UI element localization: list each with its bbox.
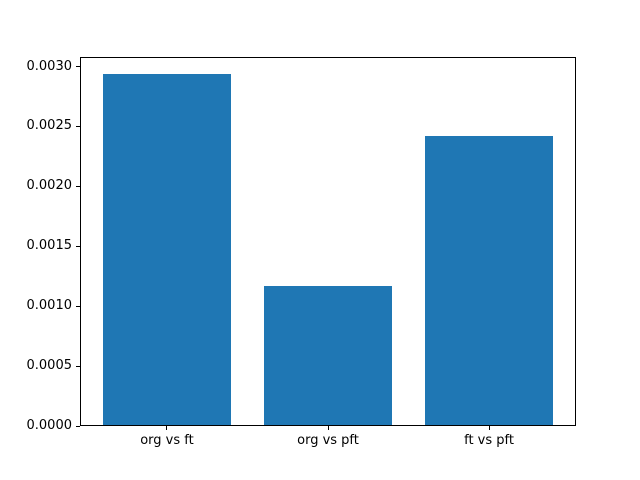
y-tick-label: 0.0015	[26, 238, 73, 254]
y-tick-label: 0.0005	[26, 358, 73, 374]
x-tick-label: org vs pft	[297, 433, 359, 448]
bar-org-vs-pft	[263, 286, 393, 425]
y-tick-mark	[76, 185, 80, 187]
x-tick-label: ft vs pft	[464, 433, 514, 448]
x-tick-mark	[327, 426, 329, 430]
y-tick-label: 0.0010	[26, 298, 73, 314]
bar-ft-vs-pft	[424, 136, 554, 425]
x-tick-mark	[488, 426, 490, 430]
plot-area	[80, 57, 576, 426]
y-tick-label: 0.0020	[26, 178, 73, 194]
x-tick-mark	[166, 426, 168, 430]
y-tick-label: 0.0000	[26, 418, 73, 433]
y-tick-mark	[76, 365, 80, 367]
y-tick-mark	[76, 66, 80, 68]
y-tick-mark	[76, 125, 80, 127]
bar-org-vs-ft	[102, 73, 232, 425]
y-tick-label: 0.0025	[26, 118, 73, 134]
y-tick-label: 0.0030	[26, 58, 73, 74]
y-tick-mark	[76, 425, 80, 427]
y-tick-mark	[76, 305, 80, 307]
x-tick-label: org vs ft	[140, 433, 194, 448]
y-tick-mark	[76, 245, 80, 247]
